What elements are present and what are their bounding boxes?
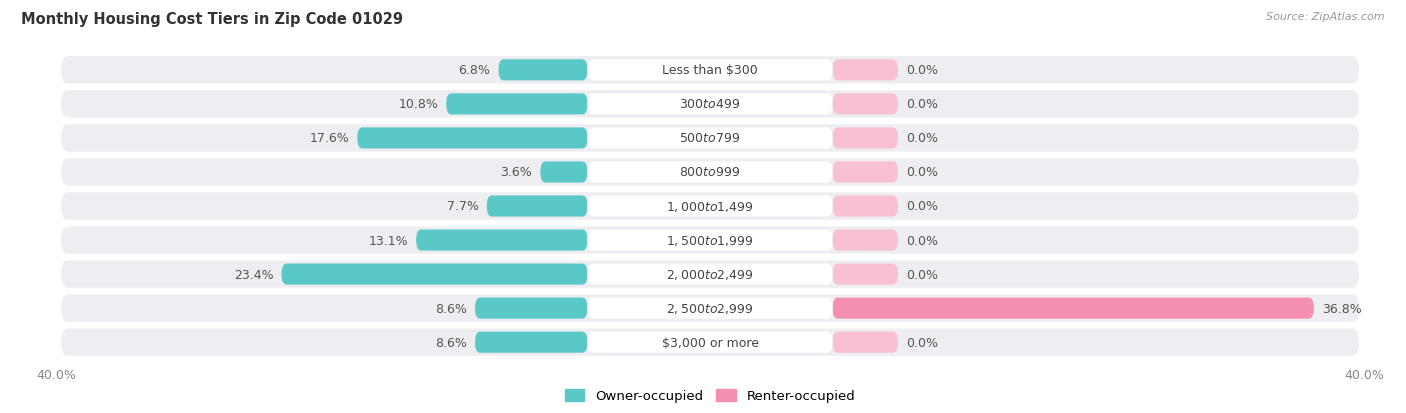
FancyBboxPatch shape: [588, 196, 832, 217]
Text: 36.8%: 36.8%: [1322, 302, 1362, 315]
Text: Source: ZipAtlas.com: Source: ZipAtlas.com: [1267, 12, 1385, 22]
Text: 3.6%: 3.6%: [501, 166, 533, 179]
FancyBboxPatch shape: [281, 264, 588, 285]
FancyBboxPatch shape: [60, 125, 1360, 152]
FancyBboxPatch shape: [832, 162, 898, 183]
FancyBboxPatch shape: [60, 329, 1360, 356]
Text: 0.0%: 0.0%: [905, 336, 938, 349]
Text: $300 to $499: $300 to $499: [679, 98, 741, 111]
Text: 17.6%: 17.6%: [309, 132, 349, 145]
Text: $1,000 to $1,499: $1,000 to $1,499: [666, 199, 754, 214]
Text: 0.0%: 0.0%: [905, 132, 938, 145]
FancyBboxPatch shape: [588, 128, 832, 149]
Text: $2,000 to $2,499: $2,000 to $2,499: [666, 268, 754, 281]
Text: $800 to $999: $800 to $999: [679, 166, 741, 179]
Text: $2,500 to $2,999: $2,500 to $2,999: [666, 301, 754, 316]
FancyBboxPatch shape: [499, 60, 588, 81]
FancyBboxPatch shape: [588, 94, 832, 115]
FancyBboxPatch shape: [60, 91, 1360, 118]
FancyBboxPatch shape: [357, 128, 588, 149]
Text: 0.0%: 0.0%: [905, 234, 938, 247]
FancyBboxPatch shape: [832, 332, 898, 353]
FancyBboxPatch shape: [832, 196, 898, 217]
Text: 10.8%: 10.8%: [398, 98, 439, 111]
Text: $500 to $799: $500 to $799: [679, 132, 741, 145]
FancyBboxPatch shape: [475, 298, 588, 319]
Text: 0.0%: 0.0%: [905, 166, 938, 179]
Legend: Owner-occupied, Renter-occupied: Owner-occupied, Renter-occupied: [560, 384, 860, 408]
Text: $3,000 or more: $3,000 or more: [662, 336, 758, 349]
FancyBboxPatch shape: [60, 57, 1360, 84]
FancyBboxPatch shape: [832, 264, 898, 285]
FancyBboxPatch shape: [486, 196, 588, 217]
FancyBboxPatch shape: [475, 332, 588, 353]
FancyBboxPatch shape: [832, 128, 898, 149]
Text: 0.0%: 0.0%: [905, 64, 938, 77]
FancyBboxPatch shape: [416, 230, 588, 251]
FancyBboxPatch shape: [60, 227, 1360, 254]
FancyBboxPatch shape: [60, 159, 1360, 186]
Text: 6.8%: 6.8%: [458, 64, 491, 77]
FancyBboxPatch shape: [588, 264, 832, 285]
Text: $1,500 to $1,999: $1,500 to $1,999: [666, 233, 754, 247]
FancyBboxPatch shape: [588, 298, 832, 319]
Text: 0.0%: 0.0%: [905, 268, 938, 281]
FancyBboxPatch shape: [588, 162, 832, 183]
FancyBboxPatch shape: [588, 332, 832, 353]
Text: 8.6%: 8.6%: [434, 302, 467, 315]
FancyBboxPatch shape: [60, 295, 1360, 322]
FancyBboxPatch shape: [832, 60, 898, 81]
FancyBboxPatch shape: [588, 230, 832, 251]
Text: 8.6%: 8.6%: [434, 336, 467, 349]
Text: 0.0%: 0.0%: [905, 98, 938, 111]
FancyBboxPatch shape: [832, 298, 1313, 319]
FancyBboxPatch shape: [832, 94, 898, 115]
FancyBboxPatch shape: [588, 60, 832, 81]
Text: Monthly Housing Cost Tiers in Zip Code 01029: Monthly Housing Cost Tiers in Zip Code 0…: [21, 12, 404, 27]
FancyBboxPatch shape: [60, 193, 1360, 220]
Text: 0.0%: 0.0%: [905, 200, 938, 213]
Text: 13.1%: 13.1%: [368, 234, 408, 247]
Text: 23.4%: 23.4%: [233, 268, 273, 281]
FancyBboxPatch shape: [540, 162, 588, 183]
Text: 7.7%: 7.7%: [447, 200, 478, 213]
FancyBboxPatch shape: [832, 230, 898, 251]
FancyBboxPatch shape: [60, 261, 1360, 288]
Text: Less than $300: Less than $300: [662, 64, 758, 77]
FancyBboxPatch shape: [446, 94, 588, 115]
